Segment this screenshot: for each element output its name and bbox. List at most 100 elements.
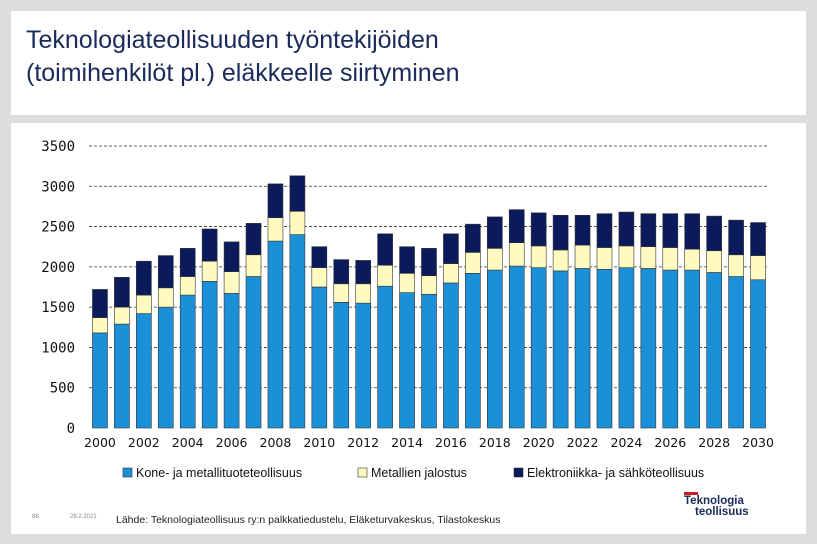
legend-swatch-2 (513, 467, 524, 478)
bar-2020-series-1 (530, 245, 547, 268)
bar-2023-series-1 (596, 247, 613, 270)
bar-2017-series-2 (465, 223, 481, 253)
bar-2028-series-2 (706, 215, 722, 252)
x-tick-label-2004: 2004 (172, 435, 204, 450)
x-tick-label-2018: 2018 (479, 435, 511, 450)
bar-2014-series-1 (399, 273, 415, 293)
x-tick-label-2016: 2016 (435, 435, 467, 450)
legend-label-0: Kone- ja metallituoteteollisuus (136, 466, 302, 480)
bar-2020-series-2 (530, 212, 547, 247)
bar-2019-series-0 (508, 265, 525, 429)
bar-2026-series-2 (662, 213, 679, 248)
bar-2008-series-0 (267, 240, 284, 429)
bar-2027-series-0 (684, 269, 701, 429)
title-line-2: (toimihenkilöt pl.) eläkkeelle siirtymin… (26, 59, 460, 87)
x-tick-label-2006: 2006 (216, 435, 248, 450)
bar-2029-series-0 (728, 276, 744, 429)
stacked-bar-chart: 0 500 1000 1500 2000 2500 3000 3500 2000 2002 2004… (41, 139, 774, 480)
bar-2030-series-2 (750, 222, 766, 256)
legend-label-2: Elektroniikka- ja sähköteollisuus (527, 466, 704, 480)
bar-2006-series-2 (223, 241, 240, 272)
bar-2013-series-1 (377, 264, 393, 287)
bar-2009-series-2 (289, 175, 306, 212)
bar-2021-series-0 (552, 270, 569, 429)
bar-2000-series-2 (92, 289, 108, 318)
bar-2027-series-2 (684, 213, 701, 250)
legend-label-1: Metallien jalostus (371, 466, 467, 480)
x-tick-label-2024: 2024 (611, 435, 643, 450)
x-tick-label-2014: 2014 (391, 435, 423, 450)
bar-2012-series-2 (355, 260, 371, 285)
bar-2005-series-2 (201, 228, 218, 262)
bar-2007-series-2 (245, 223, 262, 256)
bar-2001-series-2 (114, 277, 130, 308)
bar-2022-series-0 (574, 268, 591, 429)
bar-2026-series-1 (662, 247, 679, 271)
y-tick-label-2500: 2500 (41, 220, 75, 236)
bar-2000-series-1 (92, 317, 108, 334)
bar-2002-series-0 (136, 313, 152, 429)
x-tick-label-2010: 2010 (303, 435, 335, 450)
bar-2013-series-0 (377, 285, 393, 429)
x-tick-label-2022: 2022 (567, 435, 599, 450)
source-note: Lähde: Teknologiateollisuus ry:n palkkat… (116, 514, 501, 526)
bar-2017-series-1 (465, 252, 481, 274)
bar-2018-series-1 (487, 248, 503, 271)
bar-2005-series-1 (201, 260, 218, 282)
bar-2011-series-0 (333, 302, 350, 429)
y-tick-label-3000: 3000 (41, 179, 75, 195)
bar-2030-series-0 (750, 279, 766, 429)
bar-2029-series-1 (728, 254, 744, 277)
bar-2018-series-0 (487, 269, 503, 429)
bar-2021-series-2 (552, 214, 569, 251)
bar-2018-series-2 (487, 216, 503, 249)
bar-2019-series-2 (508, 209, 525, 243)
bar-2014-series-2 (399, 246, 415, 274)
bar-2010-series-2 (311, 246, 328, 268)
bar-2026-series-0 (662, 269, 679, 429)
bar-2016-series-2 (443, 233, 459, 264)
x-tick-label-2030: 2030 (742, 435, 774, 450)
bar-2017-series-0 (465, 273, 481, 429)
bar-2024-series-2 (618, 211, 635, 247)
bar-2028-series-1 (706, 250, 722, 273)
title-line-1: Teknologiateollisuuden työntekijöiden (26, 26, 439, 54)
logo-accent-bar (684, 492, 698, 495)
page-title: Teknologiateollisuuden työntekijöiden (t… (26, 24, 460, 90)
bar-2014-series-0 (399, 292, 415, 429)
bar-2005-series-0 (201, 281, 218, 429)
bar-2012-series-0 (355, 302, 371, 429)
x-tick-label-2020: 2020 (523, 435, 555, 450)
x-tick-label-2012: 2012 (347, 435, 379, 450)
bar-2011-series-2 (333, 259, 350, 285)
bar-2009-series-1 (289, 210, 306, 235)
bar-2008-series-1 (267, 217, 284, 242)
bar-2008-series-2 (267, 183, 284, 219)
bar-2016-series-1 (443, 263, 459, 284)
bar-2002-series-1 (136, 294, 152, 314)
bar-2025-series-2 (640, 213, 657, 248)
bar-2015-series-0 (421, 293, 437, 429)
bar-2010-series-0 (311, 286, 328, 429)
bar-2020-series-0 (530, 267, 547, 429)
bar-2023-series-2 (596, 213, 613, 248)
logo-line-2: teollisuus (695, 506, 749, 518)
bar-2025-series-0 (640, 268, 657, 429)
y-tick-label-1000: 1000 (41, 340, 75, 356)
bar-2015-series-1 (421, 275, 437, 295)
bar-2022-series-2 (574, 214, 591, 246)
bar-2030-series-1 (750, 255, 766, 281)
bar-2012-series-1 (355, 283, 371, 304)
y-tick-label-3500: 3500 (41, 139, 75, 155)
bar-2009-series-0 (289, 234, 306, 429)
bar-2016-series-0 (443, 282, 459, 429)
slide-number: 88 (32, 514, 39, 520)
bar-2023-series-0 (596, 268, 613, 429)
bar-2006-series-1 (223, 271, 240, 294)
slide-date: 28.2.2021 (70, 514, 97, 520)
bar-2022-series-1 (574, 244, 591, 269)
x-tick-label-2028: 2028 (698, 435, 730, 450)
x-tick-label-2008: 2008 (260, 435, 292, 450)
bar-2001-series-1 (114, 306, 130, 325)
bar-2002-series-2 (136, 260, 152, 296)
